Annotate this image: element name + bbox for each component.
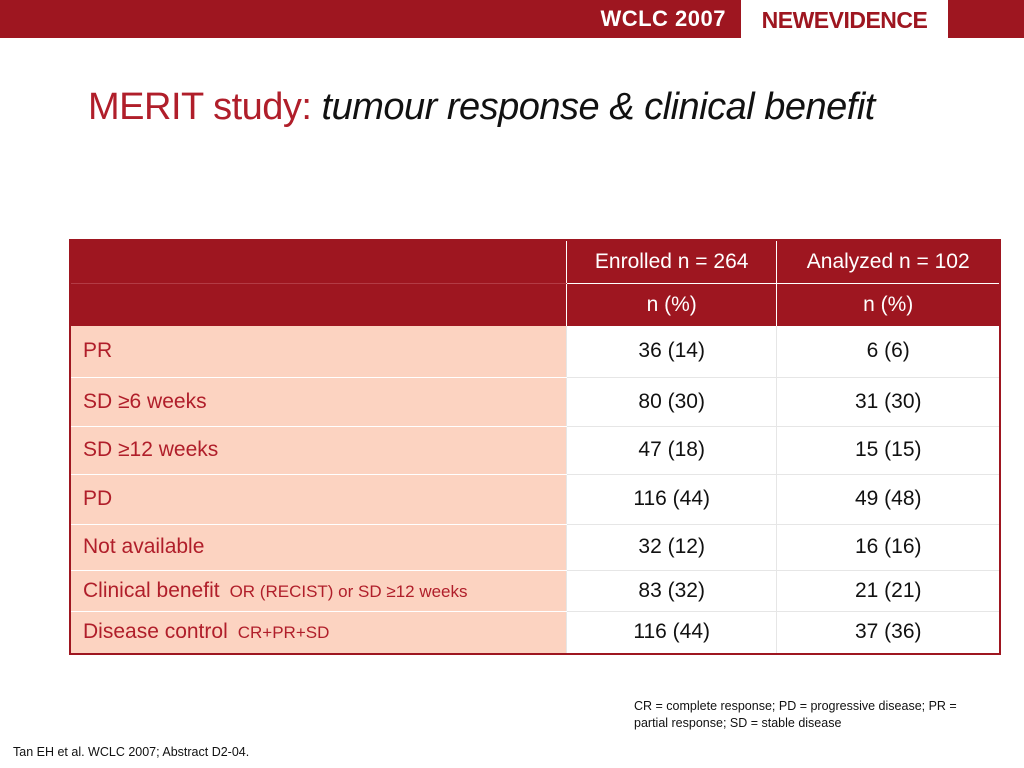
enrolled-value: 47 (18) (565, 426, 777, 475)
table-row: SD ≥6 weeks 80 (30) 31 (30) (70, 377, 1000, 427)
enrolled-value: 32 (12) (565, 524, 777, 571)
row-label-text: SD ≥6 weeks (83, 389, 207, 413)
new-evidence-logo: NEWEVIDENCE (741, 0, 948, 38)
row-label: PR (70, 326, 567, 378)
response-table: Enrolled n = 264 Analyzed n = 102 n (%) … (69, 239, 1001, 655)
table-row: Not available 32 (12) 16 (16) (70, 524, 1000, 571)
enrolled-value: 116 (44) (565, 611, 777, 654)
row-label: Not available (70, 524, 567, 571)
title-subtitle: tumour response & clinical benefit (321, 86, 876, 128)
source-citation: Tan EH et al. WCLC 2007; Abstract D2-04. (13, 745, 250, 759)
row-label-text: Clinical benefit (83, 578, 220, 602)
row-note: CR+PR+SD (237, 623, 330, 643)
row-label-text: Disease control (83, 620, 228, 644)
table-row: Disease control CR+PR+SD 116 (44) 37 (36) (70, 611, 1000, 654)
row-label: PD (70, 474, 567, 525)
header-analyzed: Analyzed n = 102 (776, 240, 1000, 284)
row-label-text: PR (83, 339, 113, 363)
analyzed-value: 15 (15) (776, 426, 1000, 475)
analyzed-value: 21 (21) (776, 570, 1000, 612)
header-bar: WCLC 2007 NEWEVIDENCE (0, 0, 1024, 38)
units-analyzed: n (%) (776, 283, 1000, 326)
table-row: PD 116 (44) 49 (48) (70, 474, 1000, 525)
enrolled-value: 83 (32) (565, 570, 777, 612)
header-enrolled: Enrolled n = 264 (565, 240, 777, 284)
slide-title: MERIT study: tumour response & clinical … (88, 86, 875, 129)
units-enrolled: n (%) (565, 283, 777, 326)
row-label-text: PD (83, 487, 113, 510)
analyzed-value: 16 (16) (776, 524, 1000, 571)
analyzed-value: 37 (36) (776, 611, 1000, 654)
table-units-row: n (%) n (%) (70, 283, 1000, 326)
enrolled-value: 80 (30) (565, 377, 777, 427)
table-row: Clinical benefit OR (RECIST) or SD ≥12 we… (70, 570, 1000, 612)
analyzed-value: 49 (48) (776, 474, 1000, 525)
units-blank-cell (70, 283, 567, 326)
row-label: Clinical benefit OR (RECIST) or SD ≥12 we… (70, 570, 567, 612)
title-main: MERIT study: (88, 86, 322, 128)
row-label: SD ≥6 weeks (70, 377, 567, 427)
analyzed-value: 31 (30) (776, 377, 1000, 427)
table-row: SD ≥12 weeks 47 (18) 15 (15) (70, 426, 1000, 475)
row-label: Disease control CR+PR+SD (70, 611, 567, 654)
analyzed-value: 6 (6) (776, 326, 1000, 378)
table-row: PR 36 (14) 6 (6) (70, 326, 1000, 378)
enrolled-value: 116 (44) (565, 474, 777, 525)
conference-label: WCLC 2007 (600, 6, 726, 31)
row-note: OR (RECIST) or SD ≥12 weeks (229, 581, 468, 601)
row-label-text: Not available (83, 535, 205, 558)
header-blank-cell (70, 240, 567, 284)
row-label: SD ≥12 weeks (70, 426, 567, 475)
row-label-text: SD ≥12 weeks (83, 438, 219, 461)
table-header-row: Enrolled n = 264 Analyzed n = 102 (70, 240, 1000, 284)
enrolled-value: 36 (14) (565, 326, 777, 378)
abbreviations-footnote: CR = complete response; PD = progressive… (634, 699, 957, 730)
